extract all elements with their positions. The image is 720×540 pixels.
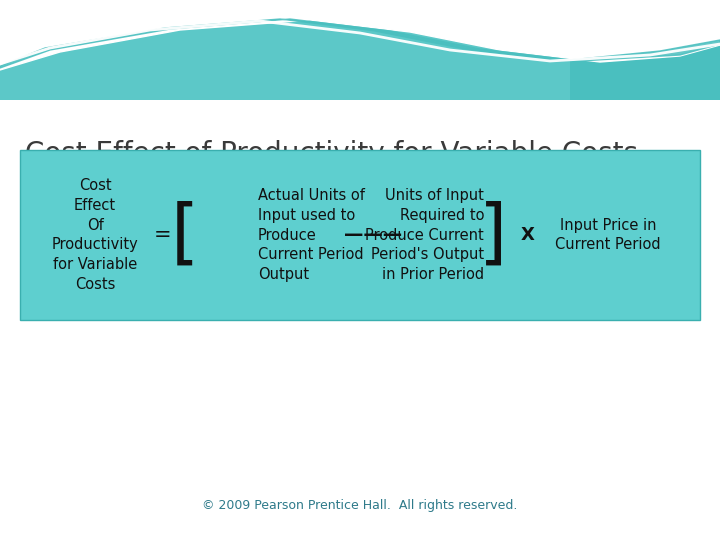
Text: Cost Effect of Productivity for Variable Costs: Cost Effect of Productivity for Variable…: [25, 140, 638, 168]
Text: Units of Input
Required to
Produce Current
Period's Output
in Prior Period: Units of Input Required to Produce Curre…: [365, 188, 484, 282]
Text: X: X: [521, 226, 535, 244]
Polygon shape: [0, 0, 720, 70]
Text: ]: ]: [479, 200, 507, 269]
Text: Actual Units of
Input used to
Produce
Current Period
Output: Actual Units of Input used to Produce Cu…: [258, 188, 365, 282]
Text: Cost
Effect
Of
Productivity
for Variable
Costs: Cost Effect Of Productivity for Variable…: [52, 178, 138, 292]
Text: © 2009 Pearson Prentice Hall.  All rights reserved.: © 2009 Pearson Prentice Hall. All rights…: [202, 498, 518, 511]
Text: [: [: [171, 200, 199, 269]
Bar: [20, 150, 700, 320]
Bar: [570, 0, 720, 100]
Polygon shape: [0, 19, 720, 68]
Text: Input Price in
Current Period: Input Price in Current Period: [555, 218, 661, 252]
Text: =: =: [154, 225, 172, 245]
Text: ———: ———: [344, 226, 402, 245]
Bar: [0, 0, 720, 100]
